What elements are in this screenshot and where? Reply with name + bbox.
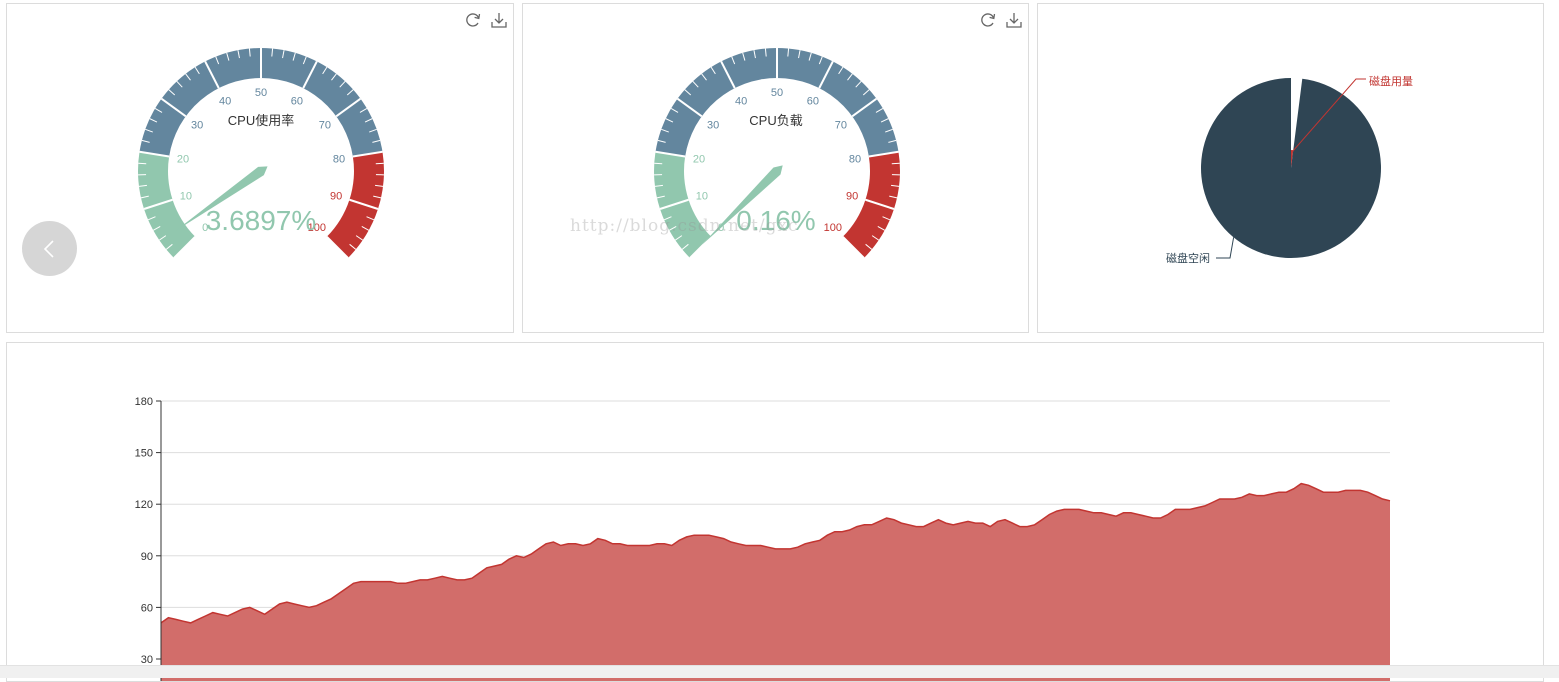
gauge-tick-label: 100 [824,222,842,234]
gauge-tick-label: 40 [735,96,747,108]
disk-pie-chart: 磁盘用量 磁盘空闲 [1038,4,1544,333]
disk-panel: 磁盘用量 磁盘空闲 [1037,3,1544,333]
toolbox [463,10,509,30]
gauge-tick-label: 90 [330,190,342,202]
gauge-tick-label: 10 [696,190,708,202]
gauge-detail: 3.6897% [206,205,317,236]
pie-slice[interactable] [1201,78,1381,258]
area-fill [161,484,1390,682]
y-tick-label: 120 [135,499,153,511]
gauge-tick-label: 30 [707,120,719,132]
pie-label-used: 磁盘用量 [1369,74,1413,88]
download-icon[interactable] [1004,10,1024,30]
gauge-tick-label: 80 [849,154,861,166]
y-tick-label: 60 [141,602,153,614]
toolbox [978,10,1024,30]
gauge-tick-label: 10 [180,190,192,202]
gauge-tick-label: 70 [319,120,331,132]
refresh-icon[interactable] [463,10,483,30]
gauge-tick [654,163,662,164]
gauge-detail: 0.16% [736,205,815,236]
gauge-tick-label: 60 [807,96,819,108]
pie-label-free: 磁盘空闲 [1166,251,1210,265]
y-tick-label: 150 [135,448,153,460]
pie-label-line [1216,237,1234,258]
gauge-title: CPU负载 [749,113,802,128]
gauge-tick-label: 40 [219,96,231,108]
gauge-band [138,152,195,258]
gauge-tick-label: 60 [291,96,303,108]
gauge-tick [892,163,900,164]
y-tick-label: 90 [141,551,153,563]
gauge-tick-label: 20 [693,154,705,166]
horizontal-scrollbar[interactable] [0,665,1559,678]
chevron-left-icon [38,237,62,261]
download-icon[interactable] [489,10,509,30]
gauge-tick-label: 90 [846,190,858,202]
gauge-band [843,152,900,258]
refresh-icon[interactable] [978,10,998,30]
gauge-tick [376,163,384,164]
gauge-tick-label: 50 [255,87,267,99]
y-tick-label: 180 [135,396,153,408]
pie-slices [1201,78,1381,258]
gauge-tick-label: 70 [835,120,847,132]
gauge-title: CPU使用率 [228,113,294,128]
gauge-tick-label: 80 [333,154,345,166]
previous-slide-button[interactable] [22,221,77,276]
gauge-tick-label: 50 [771,87,783,99]
gauge-tick-label: 30 [191,120,203,132]
gauge-band [654,152,711,258]
gauge-band [327,152,384,258]
gauge-tick-label: 20 [177,154,189,166]
gauge-tick [138,163,146,164]
